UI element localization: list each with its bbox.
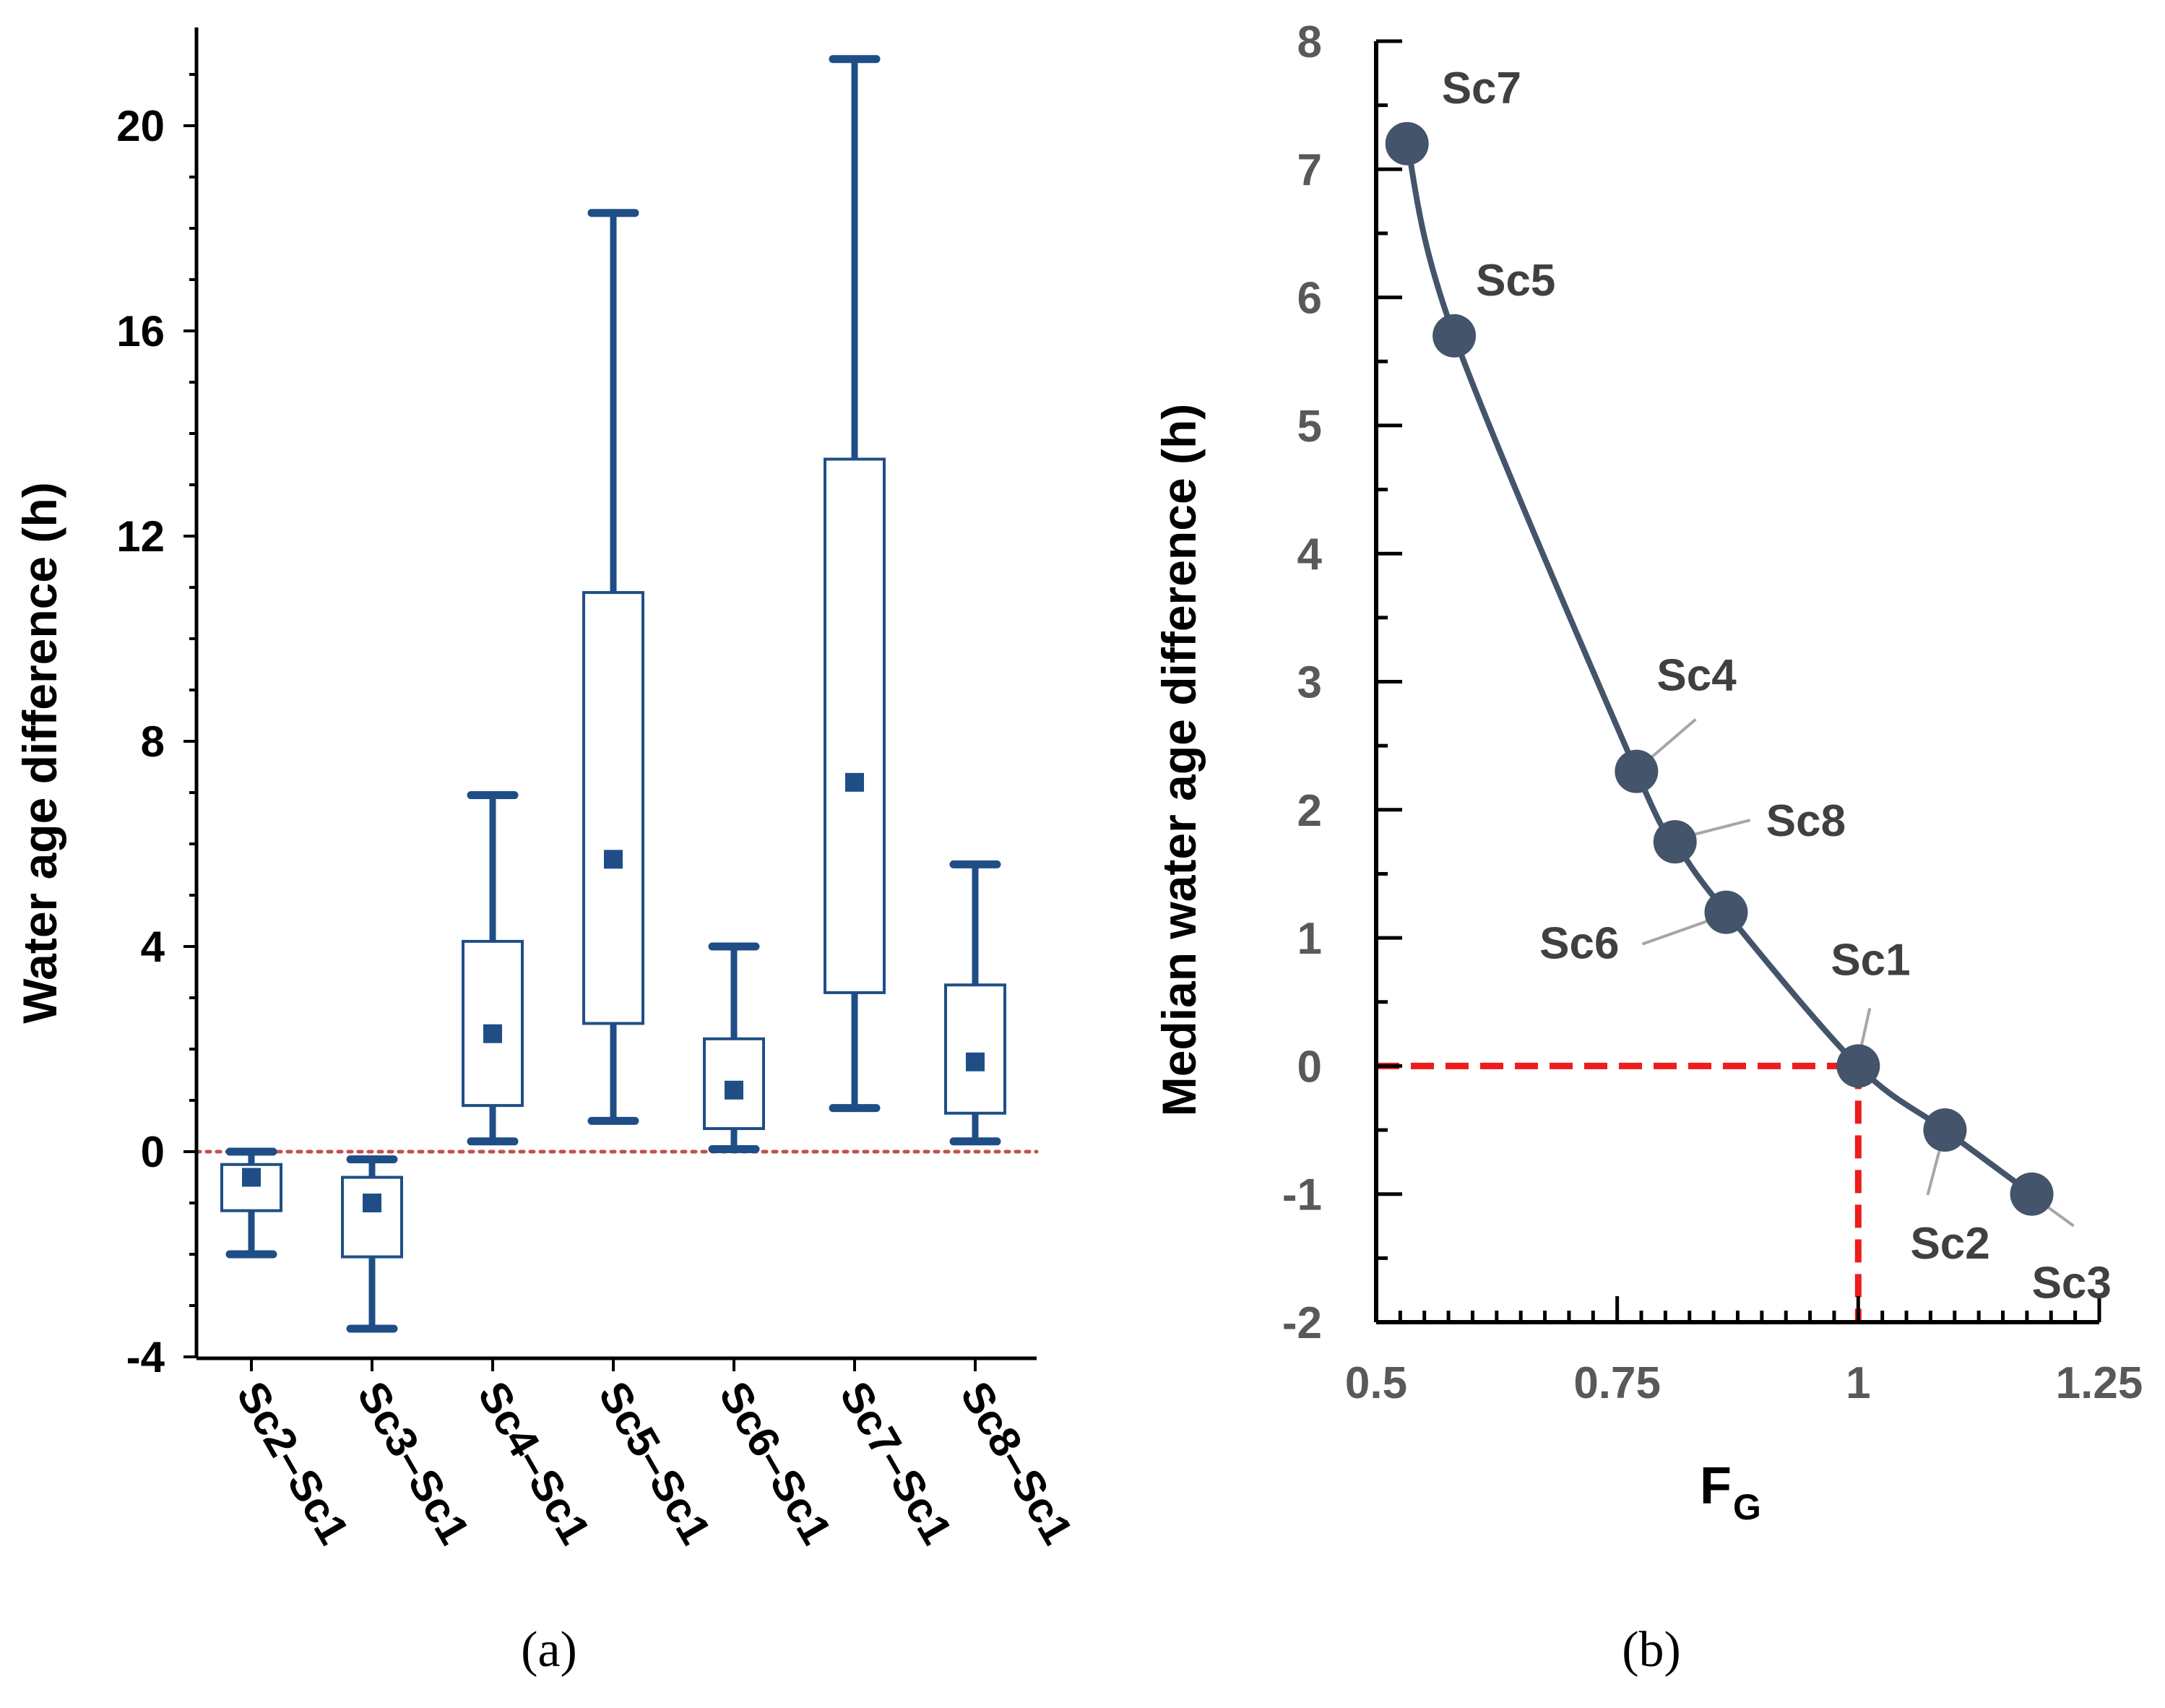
point-sc1: [1836, 1044, 1880, 1088]
panel-a-y-tick-labels: -4 0 4 8 12 16 20: [116, 102, 165, 1381]
y-tick-label: 0: [141, 1128, 165, 1176]
point-label-sc1: Sc1: [1831, 935, 1910, 985]
y-tick-label: 1: [1297, 914, 1322, 964]
y-tick-label: 2: [1297, 786, 1322, 836]
panel-b-y-tick-labels: -2 -1 0 1 2 3 4 5 6 7 8: [1282, 17, 1323, 1348]
panel-a-x-tick-labels: Sc2–Sc1Sc3–Sc1Sc4–Sc1Sc5–Sc1Sc6–Sc1Sc7–S…: [228, 1373, 1082, 1552]
point-sc3: [2010, 1172, 2054, 1216]
x-tick-label: Sc7–Sc1: [831, 1373, 961, 1552]
point-labels: Sc7 Sc5 Sc4 Sc8 Sc6 Sc1 Sc2 Sc3: [1442, 64, 2112, 1308]
y-tick-label: 0: [1297, 1042, 1322, 1092]
y-tick-label: -1: [1282, 1170, 1322, 1220]
x-tick-label: Sc2–Sc1: [228, 1373, 358, 1552]
panel-b-axes: [1374, 39, 2101, 1324]
point-label-sc8: Sc8: [1766, 796, 1846, 846]
y-tick-label: 8: [141, 717, 165, 766]
x-tick-label: Sc8–Sc1: [951, 1373, 1082, 1552]
x-tick-label: 0.5: [1345, 1358, 1407, 1408]
y-tick-label: 6: [1297, 274, 1322, 324]
point-label-sc4: Sc4: [1656, 651, 1737, 701]
panel-b-x-axis-title-subscript: G: [1733, 1487, 1761, 1527]
point-sc5: [1432, 314, 1477, 358]
panel-a-box-plot: -4 0 4 8 12 16 20 Sc2–Sc1Sc3–Sc1Sc4–Sc1Sc5–Sc1…: [13, 27, 1082, 1678]
x-tick-label: Sc6–Sc1: [710, 1373, 841, 1552]
y-tick-label: 3: [1297, 658, 1322, 708]
box-7: [824, 55, 886, 1113]
point-label-sc7: Sc7: [1442, 64, 1521, 113]
panel-a-y-axis-title: Water age difference (h): [13, 482, 66, 1023]
x-tick-label: 1: [1846, 1358, 1870, 1408]
panel-b-caption: (b): [1622, 1622, 1681, 1678]
y-tick-label: -4: [126, 1333, 165, 1381]
interquartile-box: [341, 1176, 403, 1259]
label-leader-lines: [1641, 718, 2075, 1228]
y-tick-label: 12: [116, 512, 165, 561]
panel-a-caption: (a): [521, 1622, 577, 1678]
box-6: [703, 942, 765, 1153]
interquartile-box: [944, 983, 1006, 1115]
median-marker: [363, 1194, 381, 1212]
panel-a-axes: [183, 27, 1037, 1371]
leader-line-sc4: [1644, 718, 1697, 764]
y-tick-label: 7: [1297, 145, 1322, 195]
panel-b-x-tick-labels: 0.5 0.75 1 1.25: [1345, 1358, 2143, 1408]
box-5: [582, 209, 644, 1125]
median-marker: [845, 772, 864, 792]
point-label-sc6: Sc6: [1539, 919, 1619, 969]
y-tick-label: 16: [116, 307, 165, 355]
point-sc4: [1615, 749, 1659, 793]
point-sc6: [1704, 890, 1748, 934]
point-sc7: [1385, 121, 1429, 165]
reference-dashed-lines: [1376, 1062, 1862, 1322]
series-points: [1385, 121, 2054, 1216]
median-marker: [966, 1052, 985, 1071]
x-tick-label: Sc3–Sc1: [348, 1373, 479, 1552]
panel-b-y-axis-title: Median water age difference (h): [1152, 404, 1206, 1117]
x-tick-label: 1.25: [2056, 1358, 2143, 1408]
median-marker: [242, 1168, 261, 1187]
y-tick-label: 4: [141, 923, 165, 971]
leader-line-sc6: [1641, 916, 1717, 946]
box-2: [220, 1147, 282, 1259]
x-tick-label: 0.75: [1573, 1358, 1661, 1408]
x-tick-label: Sc4–Sc1: [469, 1373, 600, 1552]
point-label-sc2: Sc2: [1910, 1219, 1989, 1269]
y-tick-label: 20: [116, 102, 165, 150]
y-tick-label: -2: [1282, 1298, 1322, 1348]
point-label-sc5: Sc5: [1476, 256, 1555, 306]
y-tick-label: 4: [1297, 530, 1323, 579]
interquartile-box: [462, 939, 524, 1108]
median-marker: [725, 1080, 743, 1100]
box-8: [944, 860, 1006, 1146]
interquartile-box: [582, 591, 644, 1025]
point-sc2: [1923, 1108, 1967, 1152]
y-tick-label: 5: [1297, 402, 1322, 452]
box-series: [220, 55, 1006, 1333]
point-label-sc3: Sc3: [2032, 1259, 2112, 1308]
median-marker: [604, 850, 623, 869]
interquartile-box: [824, 457, 886, 994]
point-sc8: [1653, 820, 1697, 864]
y-tick-label: 8: [1297, 17, 1322, 67]
box-3: [341, 1155, 403, 1333]
box-4: [462, 791, 524, 1146]
panel-b-x-axis-title: F: [1700, 1457, 1732, 1515]
median-marker: [483, 1024, 502, 1043]
x-tick-label: Sc5–Sc1: [589, 1373, 720, 1552]
